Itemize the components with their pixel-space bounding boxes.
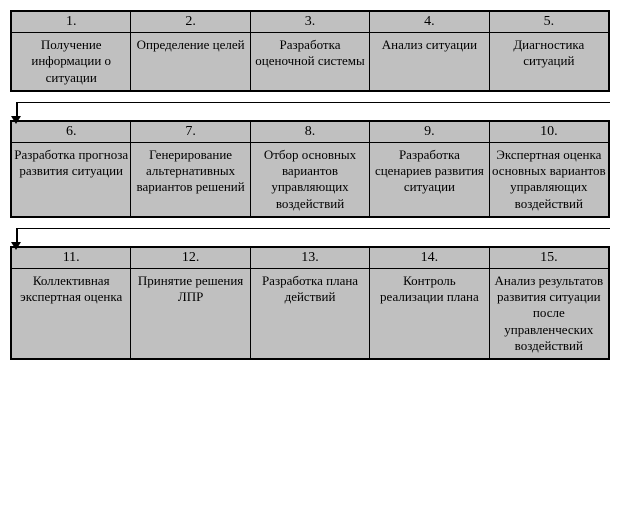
cell-text: Контроль реализации плана: [370, 269, 488, 310]
row-2: 6. Разработка прогноза развития ситуации…: [10, 120, 610, 218]
cell-number: 4.: [370, 12, 488, 33]
process-diagram: 1. Получение информации о ситуации 2. Оп…: [10, 10, 610, 360]
flow-arrow-1: [10, 92, 610, 120]
cell-12: 12. Принятие решения ЛПР: [131, 248, 250, 358]
cell-text: Получение информации о ситуации: [12, 33, 130, 90]
cell-1: 1. Получение информации о ситуации: [12, 12, 131, 90]
cell-number: 8.: [251, 122, 369, 143]
cell-7: 7. Генерирование альтернативных варианто…: [131, 122, 250, 216]
cell-4: 4. Анализ ситуации: [370, 12, 489, 90]
cell-6: 6. Разработка прогноза развития ситуации: [12, 122, 131, 216]
cell-number: 5.: [490, 12, 608, 33]
cell-10: 10. Экспертная оценка основных вариантов…: [490, 122, 608, 216]
cell-text: Разработка сценариев развития ситуации: [370, 143, 488, 200]
cell-number: 9.: [370, 122, 488, 143]
cell-text: Анализ результатов развития ситуации пос…: [490, 269, 608, 358]
cell-13: 13. Разработка плана действий: [251, 248, 370, 358]
cell-number: 1.: [12, 12, 130, 33]
cell-9: 9. Разработка сценариев развития ситуаци…: [370, 122, 489, 216]
cell-8: 8. Отбор основных вариантов управляющих …: [251, 122, 370, 216]
cell-number: 10.: [490, 122, 608, 143]
arrow-down-icon: [11, 242, 21, 250]
cell-text: Генерирование альтернативных вариантов р…: [131, 143, 249, 200]
row-3: 11. Коллективная экспертная оценка 12. П…: [10, 246, 610, 360]
cell-number: 12.: [131, 248, 249, 269]
cell-text: Экспертная оценка основных вариантов упр…: [490, 143, 608, 216]
cell-number: 7.: [131, 122, 249, 143]
cell-14: 14. Контроль реализации плана: [370, 248, 489, 358]
cell-text: Диагностика ситуаций: [490, 33, 608, 74]
flow-arrow-2: [10, 218, 610, 246]
arrow-down-icon: [11, 116, 21, 124]
cell-number: 6.: [12, 122, 130, 143]
cell-2: 2. Определение целей: [131, 12, 250, 90]
cell-text: Отбор основных вариантов управляющих воз…: [251, 143, 369, 216]
row-1: 1. Получение информации о ситуации 2. Оп…: [10, 10, 610, 92]
cell-number: 13.: [251, 248, 369, 269]
cell-text: Разработка плана действий: [251, 269, 369, 310]
cell-15: 15. Анализ результатов развития ситуации…: [490, 248, 608, 358]
cell-text: Коллективная экспертная оценка: [12, 269, 130, 310]
cell-text: Разработка прогноза развития ситуации: [12, 143, 130, 184]
cell-number: 14.: [370, 248, 488, 269]
cell-11: 11. Коллективная экспертная оценка: [12, 248, 131, 358]
cell-text: Анализ ситуации: [370, 33, 488, 57]
cell-text: Разработка оценочной системы: [251, 33, 369, 74]
cell-5: 5. Диагностика ситуаций: [490, 12, 608, 90]
cell-text: Определение целей: [131, 33, 249, 57]
cell-number: 15.: [490, 248, 608, 269]
cell-3: 3. Разработка оценочной системы: [251, 12, 370, 90]
cell-number: 2.: [131, 12, 249, 33]
cell-number: 11.: [12, 248, 130, 269]
cell-text: Принятие решения ЛПР: [131, 269, 249, 310]
cell-number: 3.: [251, 12, 369, 33]
